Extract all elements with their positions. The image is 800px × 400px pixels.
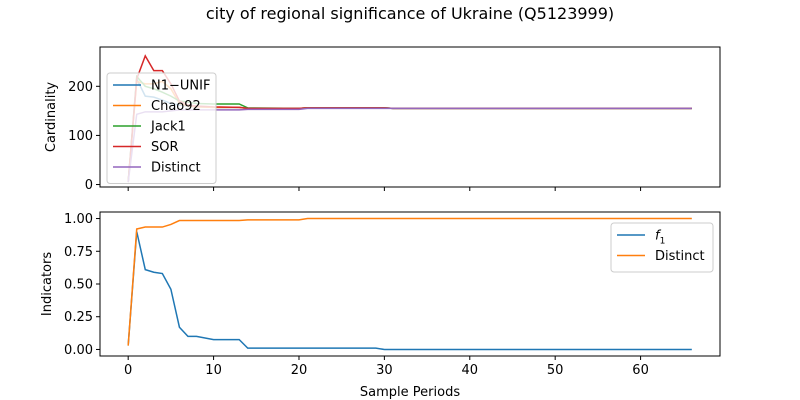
y-axis-label: Cardinality [44,82,59,153]
x-tick-label: 30 [376,363,393,378]
axes-frame [99,46,721,188]
series-line-2-1 [127,231,692,351]
legend: N1−UNIF Chao92 Jack1 SOR Distinct [106,72,217,184]
legend-label: SOR [151,140,179,155]
y-tick-label: 1.00 [64,212,93,227]
legend-box [610,222,714,273]
legend-label: f1 [655,229,665,247]
y-tick-label: 200 [68,80,93,95]
y-tick-label: 0.75 [64,245,93,260]
legend-label: Distinct [655,249,705,264]
chart-panel-1: 0 100 200 Cardinality N1−UNIF Chao92 Jack1 SOR D… [44,46,721,193]
legend: f1 Distinct [610,222,714,273]
x-axis-label: Sample Periods [360,385,460,400]
y-tick-label: 0.25 [64,310,93,325]
legend-box [106,72,217,184]
y-tick-label: 0 [85,178,93,193]
x-tick-label: 50 [547,363,564,378]
x-tick-label: 20 [291,363,308,378]
figure-title: city of regional significance of Ukraine… [206,4,614,23]
legend-label: Jack1 [150,120,186,135]
y-tick-label: 100 [68,129,93,144]
legend-label: Chao92 [151,99,201,114]
x-tick-label: 10 [205,363,222,378]
legend-label: Distinct [151,161,201,176]
series-line-2-2 [127,217,692,346]
y-tick-label: 0.50 [64,278,93,293]
x-tick-label: 0 [124,363,132,378]
x-tick-label: 40 [462,363,479,378]
legend-label: N1−UNIF [151,79,210,94]
y-tick-label: 0.00 [64,343,93,358]
x-tick-label: 60 [632,363,649,378]
y-axis-label: Indicators [40,252,55,316]
chart-panel-2: 0 10 20 30 40 50 60 0.00 0.25 0.50 0.75 1.00 Indicat… [40,211,721,400]
